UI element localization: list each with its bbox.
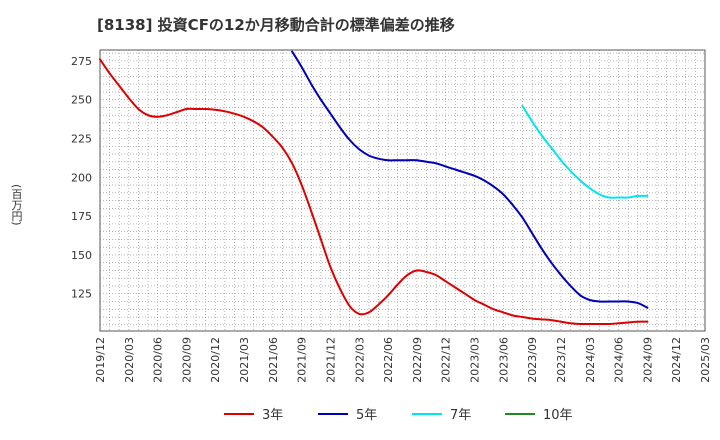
y-tick-label: 225 bbox=[71, 132, 92, 145]
x-tick-label: 2024/03 bbox=[584, 337, 597, 383]
x-tick-label: 2019/12 bbox=[94, 337, 107, 383]
x-tick-label: 2024/09 bbox=[641, 337, 654, 383]
x-tick-label: 2025/03 bbox=[699, 337, 712, 383]
x-tick-label: 2024/12 bbox=[670, 337, 683, 383]
legend-label-3年: 3年 bbox=[262, 408, 283, 423]
chart-title: [8138] 投資CFの12か月移動合計の標準偏差の推移 bbox=[97, 16, 455, 34]
chart-legend: 3年 5年 7年 10年 bbox=[224, 408, 573, 423]
y-tick-label: 275 bbox=[71, 55, 92, 68]
x-tick-label: 2021/09 bbox=[296, 337, 309, 383]
chart-axes: 125 150 175 200 225 250 275 2019/12 2020/03 2020/… bbox=[71, 55, 712, 383]
x-tick-label: 2020/03 bbox=[123, 337, 136, 383]
legend-label-7年: 7年 bbox=[450, 408, 471, 423]
chart-series bbox=[99, 50, 649, 326]
legend-label-10年: 10年 bbox=[543, 408, 573, 423]
x-tick-label: 2021/03 bbox=[238, 337, 251, 383]
x-tick-label: 2023/12 bbox=[555, 337, 568, 383]
x-tick-label: 2022/09 bbox=[411, 337, 424, 383]
y-tick-label: 200 bbox=[71, 171, 92, 184]
plot-area-frame bbox=[99, 49, 706, 332]
x-tick-label: 2023/03 bbox=[469, 337, 482, 383]
series-line-3年 bbox=[99, 58, 649, 326]
y-tick-label: 150 bbox=[71, 249, 92, 262]
x-tick-label: 2020/06 bbox=[152, 337, 165, 383]
x-tick-label: 2021/06 bbox=[267, 337, 280, 383]
x-tick-label: 2022/06 bbox=[382, 337, 395, 383]
series-line-5年 bbox=[291, 50, 649, 309]
legend-label-5年: 5年 bbox=[356, 408, 377, 423]
x-tick-label: 2023/06 bbox=[497, 337, 510, 383]
x-tick-label: 2022/03 bbox=[353, 337, 366, 383]
x-tick-label: 2020/09 bbox=[180, 337, 193, 383]
x-tick-label: 2021/12 bbox=[324, 337, 337, 383]
chart-grid bbox=[99, 49, 706, 332]
y-tick-label: 125 bbox=[71, 288, 92, 301]
x-tick-label: 2022/12 bbox=[440, 337, 453, 383]
y-axis-label: (百万円) bbox=[10, 184, 23, 226]
x-tick-label: 2020/12 bbox=[209, 337, 222, 383]
x-tick-label: 2023/09 bbox=[526, 337, 539, 383]
x-tick-label: 2024/06 bbox=[613, 337, 626, 383]
series-line-7年 bbox=[521, 104, 649, 199]
y-tick-label: 250 bbox=[71, 94, 92, 107]
y-tick-label: 175 bbox=[71, 210, 92, 223]
